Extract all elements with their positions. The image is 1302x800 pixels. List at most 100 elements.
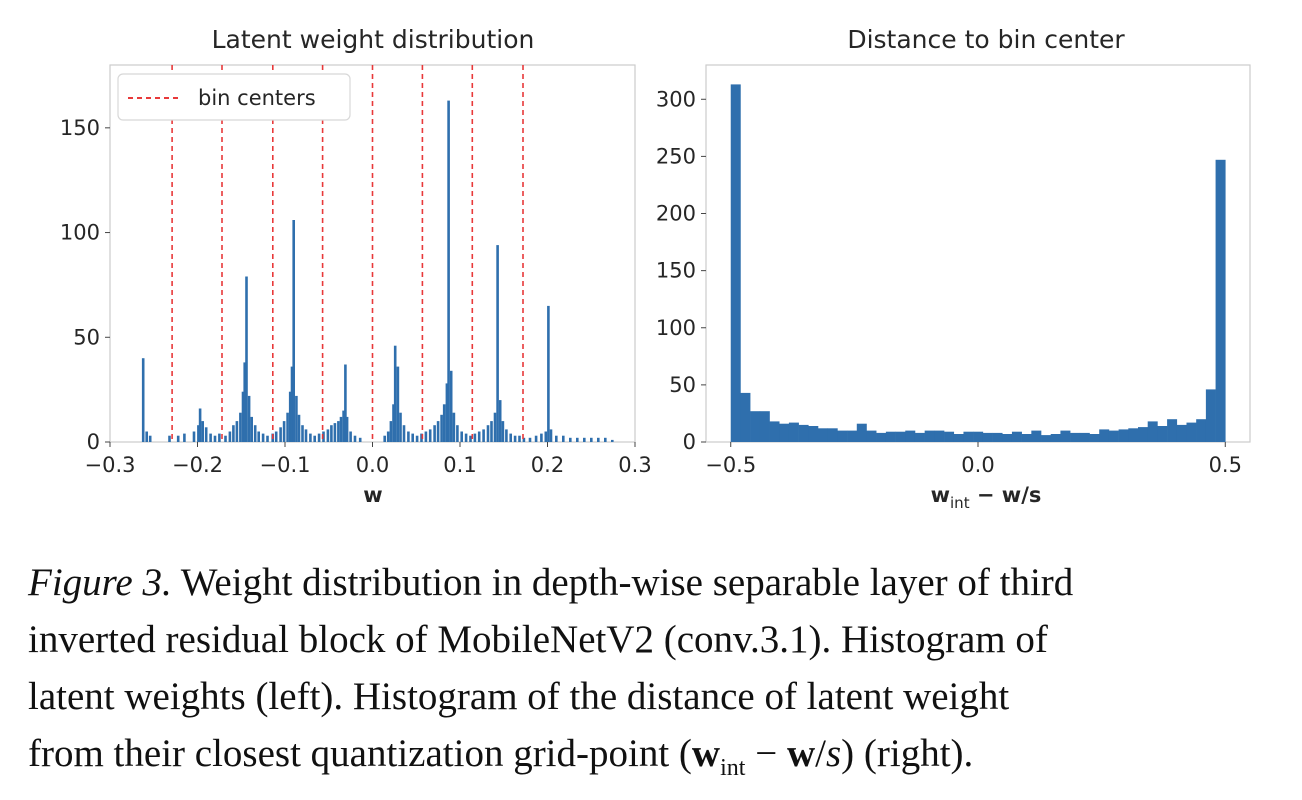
left-bar — [452, 412, 456, 442]
left-bar — [286, 412, 289, 442]
left-bar — [396, 366, 400, 442]
left-bar — [304, 429, 308, 442]
left-bar — [544, 431, 548, 442]
left-bar — [590, 437, 593, 442]
y-tick-label: 100 — [656, 316, 696, 340]
left-bar — [392, 404, 395, 442]
right-bar — [1128, 428, 1139, 442]
left-bar — [213, 435, 217, 442]
right-bar — [973, 431, 984, 442]
left-bar — [547, 305, 550, 442]
x-tick-label: 0.1 — [443, 453, 476, 477]
legend-box — [117, 73, 351, 121]
right-bar — [750, 411, 761, 442]
left-bar — [528, 437, 532, 442]
left-bar — [393, 345, 397, 442]
right-bar — [866, 430, 877, 442]
left-bar — [522, 437, 526, 442]
right-bar — [944, 431, 955, 442]
left-bar — [442, 404, 446, 442]
formula-w: w — [786, 732, 816, 775]
left-bar — [250, 416, 253, 442]
left-bar — [493, 412, 497, 442]
x-tick-label: −0.5 — [705, 453, 756, 477]
y-tick-label: 0 — [87, 430, 100, 454]
right-bar — [837, 430, 848, 442]
right-bar — [1215, 159, 1226, 443]
legend-label: bin centers — [198, 86, 316, 110]
left-bar — [513, 435, 517, 442]
right-bar — [1079, 432, 1090, 442]
y-tick-label: 300 — [656, 87, 696, 111]
left-bar — [183, 433, 186, 442]
left-bar — [313, 435, 316, 442]
left-bar — [204, 427, 208, 442]
y-tick-label: 50 — [73, 325, 100, 349]
left-bar — [198, 408, 202, 442]
left-bar — [197, 425, 200, 442]
y-tick-label: 100 — [60, 221, 100, 245]
caption-line-3: latent weights (left). Histogram of the … — [28, 675, 1010, 718]
left-bar — [330, 425, 333, 442]
left-bar — [498, 400, 502, 442]
left-bar — [253, 425, 257, 442]
left-bar — [555, 435, 558, 442]
left-bar — [597, 437, 600, 442]
left-bar — [349, 431, 352, 442]
right-bar — [1002, 434, 1013, 442]
left-bar — [239, 412, 242, 442]
right-bar — [914, 432, 925, 442]
formula-slash: / — [815, 732, 826, 775]
left-bar — [562, 435, 565, 442]
x-tick-label: 0.3 — [618, 453, 651, 477]
left-bar — [496, 245, 499, 442]
left-bar — [301, 425, 304, 442]
left-bar — [440, 414, 443, 442]
right-bar — [992, 432, 1003, 442]
left-x-axis-label: w — [363, 483, 382, 507]
left-bar — [241, 391, 245, 442]
left-bar — [224, 435, 227, 442]
left-bar — [141, 358, 145, 442]
left-bar — [486, 425, 490, 442]
caption-end: ) (right). — [841, 732, 974, 775]
right-bar — [1157, 426, 1168, 442]
figure-panels: Latent weight distribution −0.3 −0.2 −0.1 0… — [60, 25, 1251, 512]
right-bar — [885, 431, 896, 442]
right-bar — [1138, 427, 1148, 442]
left-bar — [235, 421, 239, 442]
left-bar — [509, 433, 512, 442]
right-plot-area — [705, 64, 1251, 443]
right-bar — [1176, 424, 1187, 442]
left-bar — [192, 431, 196, 442]
x-tick-label: 0.5 — [1209, 453, 1242, 477]
right-bar — [953, 434, 964, 442]
left-bar — [290, 366, 294, 442]
left-bar — [402, 425, 406, 442]
left-bar — [469, 435, 472, 442]
left-bar — [342, 410, 345, 442]
y-tick-label: 200 — [656, 202, 696, 226]
left-bar — [358, 437, 362, 442]
left-bar — [501, 421, 505, 442]
right-histogram-bars — [730, 84, 1226, 443]
left-bar — [540, 433, 543, 442]
right-bar — [1070, 432, 1081, 442]
left-bar — [473, 433, 477, 442]
x-tick-label: −0.3 — [85, 453, 136, 477]
left-bar — [326, 429, 330, 442]
right-bar — [769, 421, 780, 442]
right-bar — [730, 84, 741, 443]
caption-line-4: from their closest quantization grid-poi… — [28, 725, 1278, 797]
y-tick-label: 250 — [656, 144, 696, 168]
right-bar — [1167, 419, 1178, 442]
left-bar — [261, 433, 265, 442]
left-bar — [274, 431, 278, 442]
left-bar — [209, 433, 212, 442]
left-bar — [322, 431, 325, 442]
left-bar — [228, 431, 232, 442]
xlabel-w: w — [931, 483, 950, 507]
right-bar — [798, 424, 809, 442]
right-bar — [1089, 434, 1100, 442]
y-tick-label: 50 — [669, 373, 696, 397]
